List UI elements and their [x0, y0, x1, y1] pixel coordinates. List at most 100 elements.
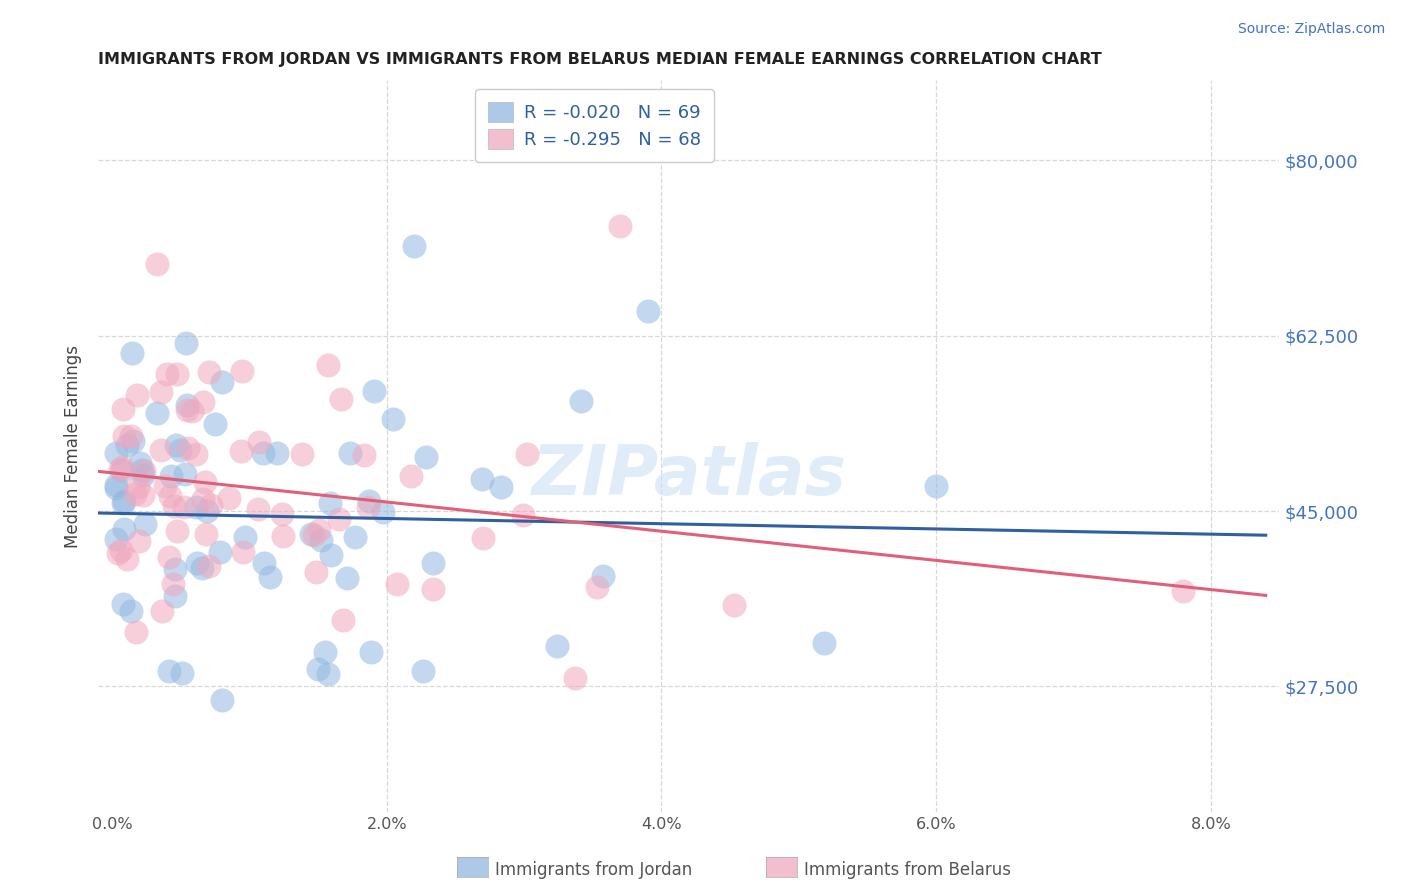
Point — [129, 456, 152, 470]
Point — [153, 478, 176, 492]
Point — [131, 488, 153, 502]
Point — [489, 480, 512, 494]
Point — [120, 428, 142, 442]
Point — [174, 467, 197, 481]
Point — [925, 479, 948, 493]
Point — [162, 577, 184, 591]
Point — [186, 447, 208, 461]
Point — [353, 449, 375, 463]
Point — [163, 589, 186, 603]
Point — [124, 487, 146, 501]
Point — [107, 546, 129, 560]
Point — [197, 558, 219, 573]
Point — [332, 613, 354, 627]
Point — [236, 837, 259, 851]
Point — [110, 462, 132, 476]
Point — [121, 346, 143, 360]
Point — [165, 562, 187, 576]
Point — [149, 384, 172, 399]
Point — [382, 412, 405, 426]
Point — [471, 472, 494, 486]
Point — [270, 508, 292, 522]
Point — [359, 493, 381, 508]
Point — [194, 475, 217, 489]
Point — [112, 429, 135, 443]
Point — [1173, 584, 1195, 599]
Point — [299, 526, 322, 541]
Point — [105, 478, 128, 492]
Point — [399, 468, 422, 483]
Point — [316, 666, 339, 681]
Point — [132, 464, 155, 478]
Point — [339, 446, 361, 460]
Point — [150, 604, 173, 618]
Point — [723, 599, 745, 613]
Point — [291, 447, 314, 461]
Point — [586, 580, 609, 594]
Point — [146, 257, 169, 271]
Point — [170, 665, 193, 680]
Point — [211, 375, 233, 389]
Point — [305, 565, 328, 579]
Point — [174, 335, 197, 350]
Point — [186, 556, 208, 570]
Point — [110, 542, 132, 557]
Point — [328, 512, 350, 526]
Point — [112, 522, 135, 536]
Point — [150, 443, 173, 458]
Point — [131, 463, 153, 477]
Point — [302, 528, 325, 542]
Point — [173, 500, 195, 514]
Point — [569, 393, 592, 408]
Point — [404, 238, 426, 252]
Point — [134, 517, 156, 532]
Point — [422, 556, 444, 570]
Point — [232, 544, 254, 558]
Point — [111, 496, 134, 510]
Point — [115, 551, 138, 566]
Point — [357, 500, 380, 515]
Point — [115, 438, 138, 452]
Point — [813, 636, 835, 650]
Point — [166, 368, 188, 382]
Point — [191, 492, 214, 507]
Point — [330, 392, 353, 406]
Point — [247, 435, 270, 450]
Point — [159, 489, 181, 503]
Point — [233, 530, 256, 544]
Point — [195, 526, 218, 541]
Point — [181, 404, 204, 418]
Point — [112, 493, 135, 508]
Text: Immigrants from Jordan: Immigrants from Jordan — [495, 861, 692, 879]
Point — [131, 468, 153, 483]
Point — [472, 531, 495, 545]
Point — [191, 394, 214, 409]
Point — [120, 604, 142, 618]
Text: ZIPatlas: ZIPatlas — [531, 442, 846, 508]
Point — [412, 664, 434, 678]
Point — [253, 557, 276, 571]
Point — [231, 363, 253, 377]
Point — [121, 434, 143, 449]
Point — [155, 368, 177, 382]
Point — [247, 501, 270, 516]
Point — [252, 446, 274, 460]
Point — [195, 504, 218, 518]
Point — [259, 570, 281, 584]
Point — [360, 645, 382, 659]
Point — [218, 491, 240, 505]
Point — [371, 505, 394, 519]
Text: Immigrants from Belarus: Immigrants from Belarus — [804, 861, 1011, 879]
Point — [415, 450, 437, 464]
Point — [309, 533, 332, 547]
Point — [157, 664, 180, 678]
Point — [176, 402, 198, 417]
Point — [512, 508, 534, 522]
Point — [516, 447, 538, 461]
Point — [308, 523, 330, 537]
Point — [125, 625, 148, 640]
Point — [609, 219, 631, 233]
Point — [271, 529, 294, 543]
Point — [128, 533, 150, 548]
Legend: R = -0.020   N = 69, R = -0.295   N = 68: R = -0.020 N = 69, R = -0.295 N = 68 — [475, 89, 714, 161]
